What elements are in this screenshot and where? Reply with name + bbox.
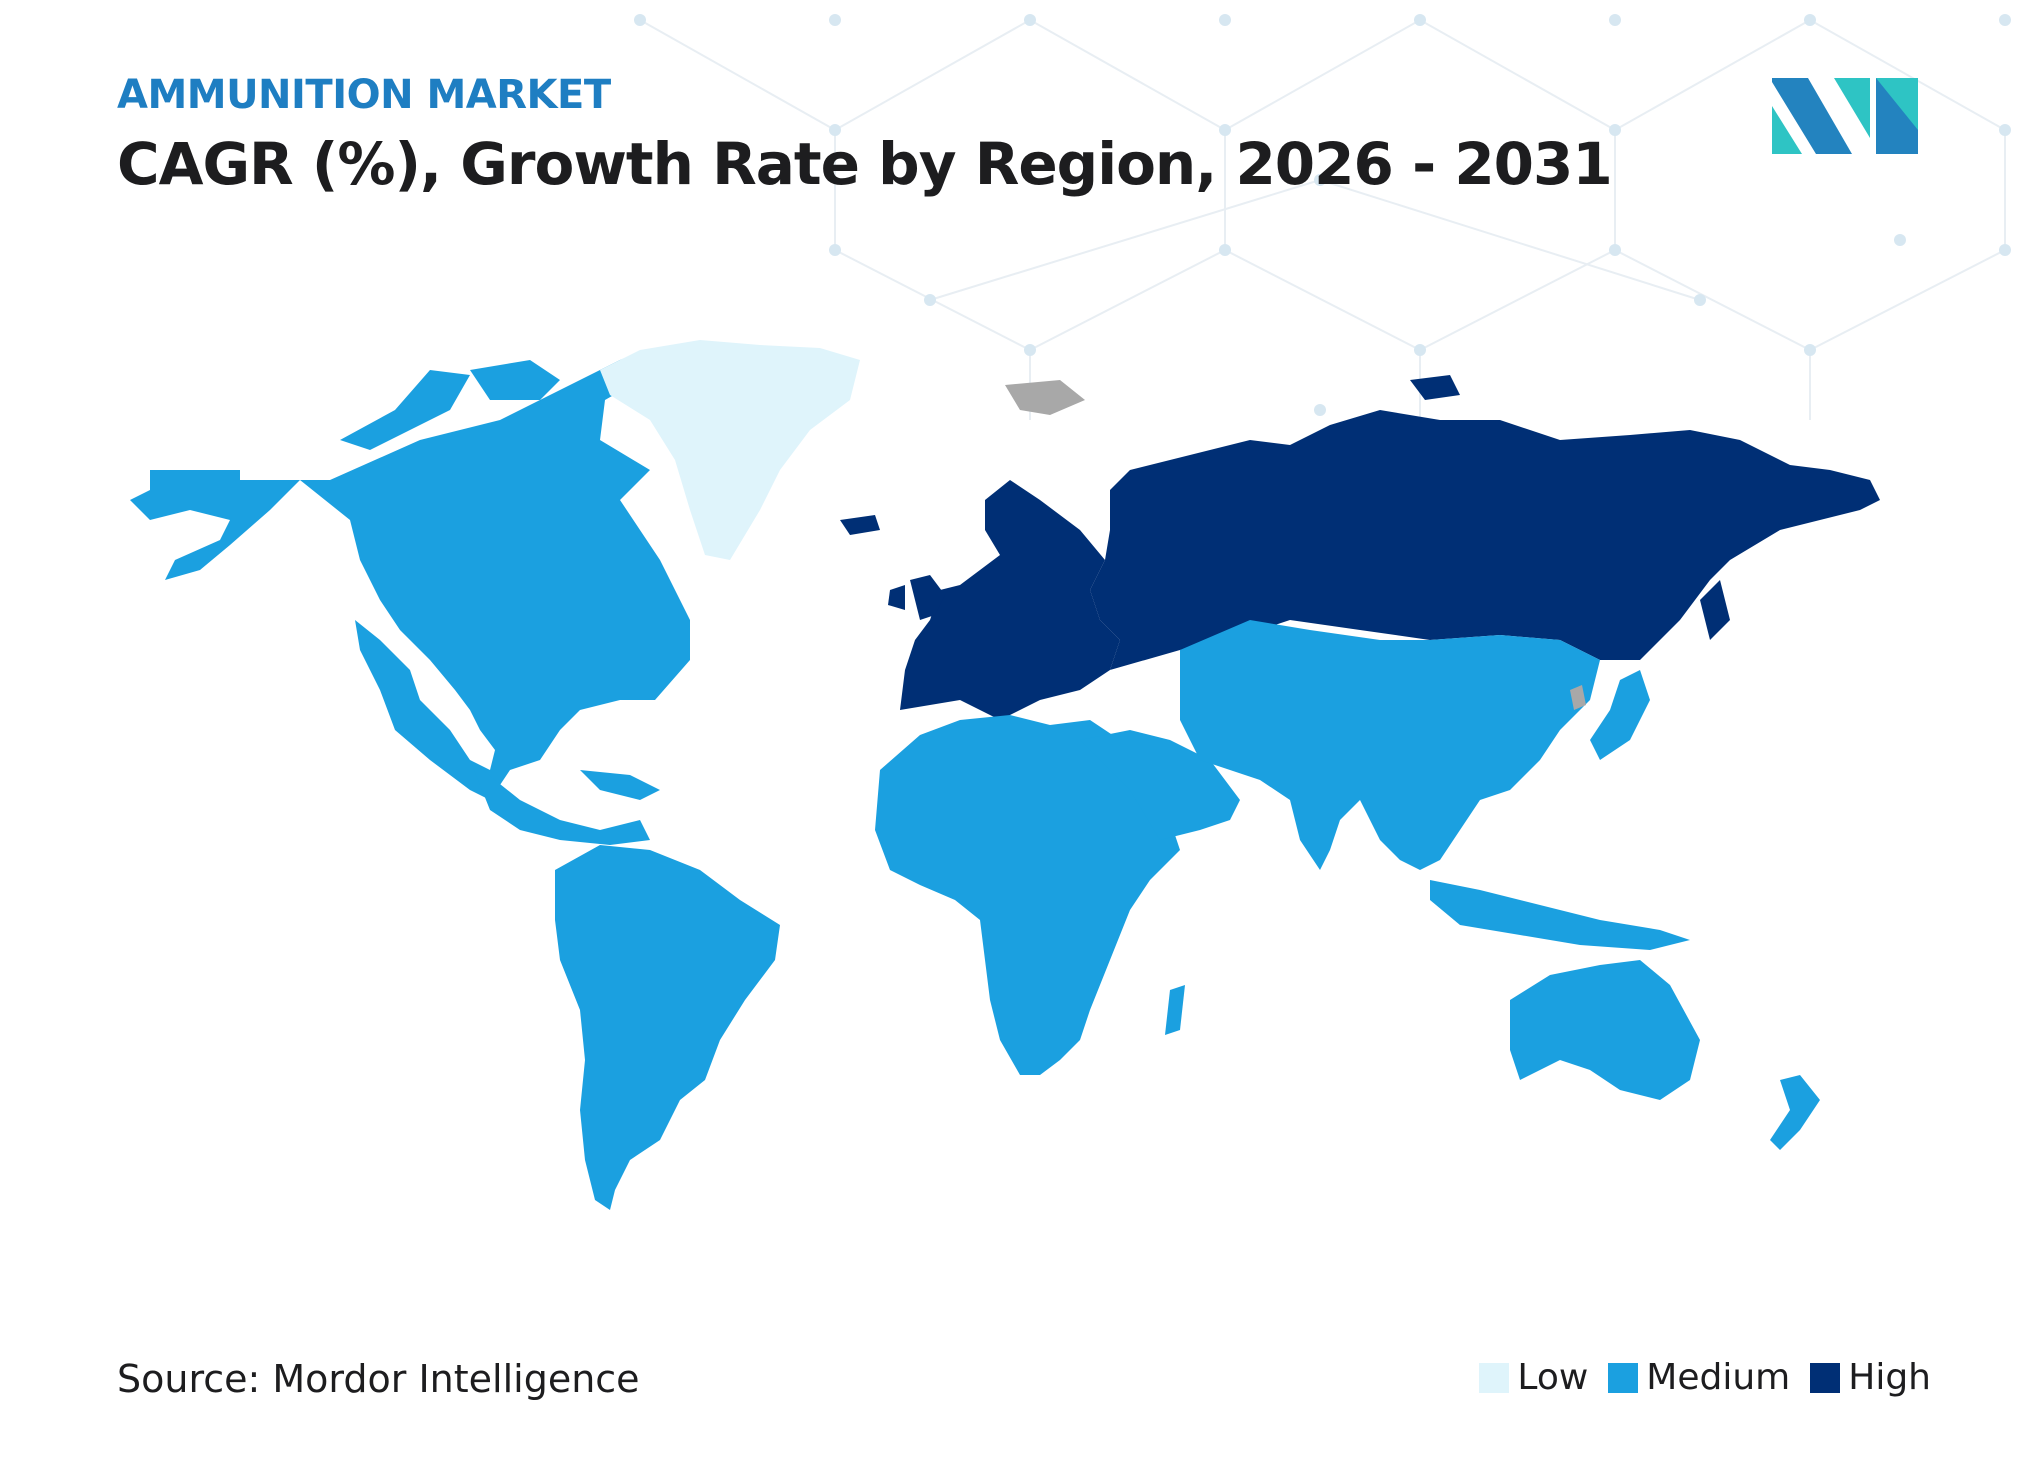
- map-legend: Low Medium High: [1479, 1357, 1931, 1398]
- region-north-america: [130, 350, 690, 845]
- region-south-america: [555, 845, 780, 1210]
- region-europe: [840, 480, 1120, 755]
- legend-swatch-high: [1810, 1362, 1841, 1393]
- legend-item-high: High: [1810, 1357, 1931, 1398]
- legend-item-medium: Medium: [1608, 1357, 1790, 1398]
- mordor-logo: [1772, 78, 1918, 154]
- region-russia: [1090, 375, 1880, 670]
- legend-label-low: Low: [1517, 1357, 1589, 1398]
- legend-label-high: High: [1848, 1357, 1931, 1398]
- region-greenland: [600, 340, 860, 560]
- region-no-data: [1005, 380, 1586, 710]
- legend-swatch-low: [1479, 1362, 1510, 1393]
- legend-swatch-medium: [1608, 1362, 1639, 1393]
- report-eyebrow: AMMUNITION MARKET: [117, 72, 611, 118]
- region-middle-east-africa: [875, 715, 1240, 1075]
- legend-label-medium: Medium: [1646, 1357, 1791, 1398]
- source-note: Source: Mordor Intelligence: [117, 1357, 640, 1401]
- region-asia-pacific: [1180, 620, 1820, 1150]
- chart-title: CAGR (%), Growth Rate by Region, 2026 - …: [117, 130, 1613, 198]
- legend-item-low: Low: [1479, 1357, 1588, 1398]
